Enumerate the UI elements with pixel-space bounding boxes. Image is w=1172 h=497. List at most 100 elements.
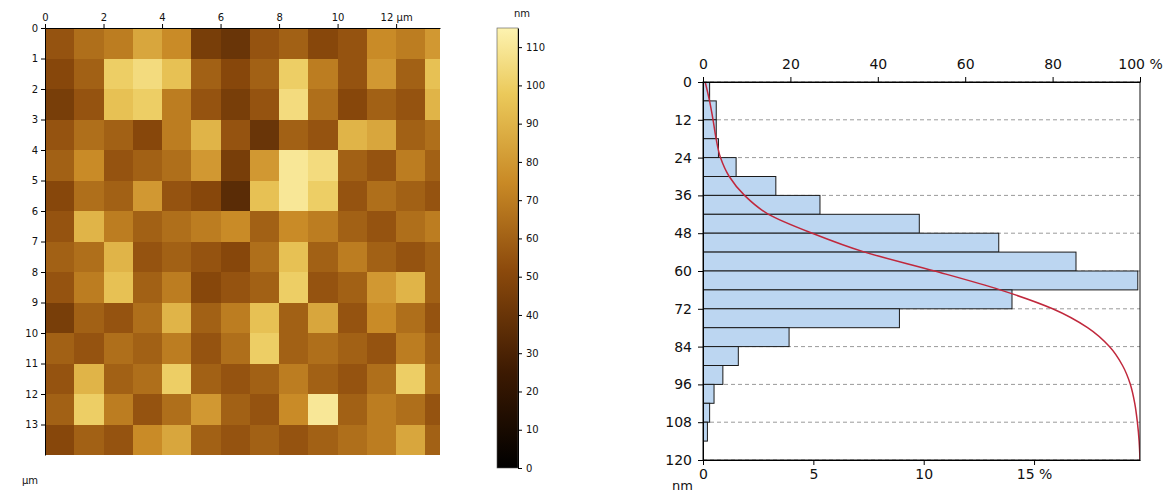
tick-label: 60 bbox=[957, 56, 975, 72]
tick-mark bbox=[518, 47, 522, 48]
tick-mark bbox=[924, 460, 925, 465]
chart-root: 024681012 µm012345678910111213µm01020304… bbox=[0, 0, 1172, 497]
tick: 12 bbox=[25, 389, 45, 400]
cell bbox=[367, 59, 396, 90]
cell bbox=[191, 242, 220, 273]
tick-label: 100 % bbox=[1118, 56, 1162, 72]
cell bbox=[133, 242, 162, 273]
cell bbox=[338, 303, 367, 334]
tick: 4 bbox=[32, 145, 45, 156]
bar bbox=[703, 214, 919, 233]
cell bbox=[162, 150, 191, 181]
cell bbox=[104, 272, 133, 303]
tick-mark bbox=[518, 238, 522, 239]
cell bbox=[45, 425, 74, 456]
cell bbox=[396, 150, 425, 181]
tick-label: 5 bbox=[809, 466, 818, 482]
cell bbox=[338, 364, 367, 395]
tick-mark bbox=[518, 200, 522, 201]
cell bbox=[74, 272, 103, 303]
cell bbox=[162, 303, 191, 334]
cell bbox=[74, 28, 103, 59]
bar bbox=[703, 233, 999, 252]
tick-label: 100 bbox=[526, 80, 545, 91]
tick: 70 bbox=[518, 195, 539, 206]
cell bbox=[133, 211, 162, 242]
tick-label: 80 bbox=[526, 157, 539, 168]
tick-label: 1 bbox=[32, 53, 38, 64]
tick-label: 84 bbox=[674, 339, 692, 355]
tick: 1 bbox=[32, 53, 45, 64]
cell bbox=[338, 28, 367, 59]
cell bbox=[425, 89, 440, 120]
tick: 10 bbox=[915, 460, 933, 482]
axis-line bbox=[703, 83, 704, 461]
tick-label: 9 bbox=[32, 297, 38, 308]
tick-mark bbox=[41, 303, 45, 304]
cell bbox=[221, 394, 250, 425]
tick: 15 % bbox=[1017, 460, 1053, 482]
tick-mark bbox=[41, 89, 45, 90]
cell bbox=[250, 120, 279, 151]
tick-label: 30 bbox=[526, 348, 539, 359]
tick-label: 40 bbox=[526, 310, 539, 321]
cell bbox=[104, 242, 133, 273]
cell bbox=[74, 120, 103, 151]
tick: 84 bbox=[674, 339, 703, 355]
cell bbox=[367, 89, 396, 120]
cell bbox=[74, 150, 103, 181]
tick-label: 120 bbox=[665, 452, 692, 468]
cell bbox=[279, 181, 308, 212]
tick: 5 bbox=[809, 460, 818, 482]
bar bbox=[703, 328, 789, 347]
tick-label: 72 bbox=[674, 301, 692, 317]
cell bbox=[279, 120, 308, 151]
tick: 36 bbox=[674, 187, 703, 203]
tick: 20 bbox=[782, 56, 800, 82]
cell bbox=[250, 89, 279, 120]
cell bbox=[396, 28, 425, 59]
tick-mark bbox=[45, 24, 46, 28]
cell bbox=[396, 211, 425, 242]
cell bbox=[367, 181, 396, 212]
cell bbox=[308, 211, 337, 242]
tick-mark bbox=[41, 28, 45, 29]
tick-mark bbox=[396, 24, 397, 28]
cell bbox=[425, 181, 440, 212]
cell bbox=[338, 59, 367, 90]
cell bbox=[162, 211, 191, 242]
grid-line bbox=[703, 119, 1140, 120]
tick: 9 bbox=[32, 297, 45, 308]
cell bbox=[104, 89, 133, 120]
tick-mark bbox=[698, 233, 703, 234]
bar bbox=[703, 366, 723, 385]
tick-label: 10 bbox=[526, 424, 539, 435]
cell bbox=[104, 425, 133, 456]
cell bbox=[45, 150, 74, 181]
tick-mark bbox=[965, 77, 966, 82]
cell bbox=[104, 211, 133, 242]
tick: 10 bbox=[25, 328, 45, 339]
tick-label: 70 bbox=[526, 195, 539, 206]
tick: 6 bbox=[32, 206, 45, 217]
cell bbox=[279, 28, 308, 59]
tick-mark bbox=[1053, 77, 1054, 82]
cell bbox=[250, 364, 279, 395]
cell bbox=[250, 333, 279, 364]
cell bbox=[367, 150, 396, 181]
cell bbox=[45, 303, 74, 334]
axis-line bbox=[45, 29, 46, 456]
cell bbox=[338, 150, 367, 181]
tick-label: 12 bbox=[674, 112, 692, 128]
cell bbox=[104, 120, 133, 151]
tick-mark bbox=[221, 24, 222, 28]
tick-mark bbox=[518, 391, 522, 392]
cell bbox=[396, 59, 425, 90]
cell bbox=[279, 272, 308, 303]
cell bbox=[162, 28, 191, 59]
tick-label: 13 bbox=[25, 419, 38, 430]
tick-label: 2 bbox=[32, 84, 38, 95]
tick-mark bbox=[878, 77, 879, 82]
tick: 108 bbox=[665, 414, 703, 430]
tick: 4 bbox=[159, 12, 165, 28]
